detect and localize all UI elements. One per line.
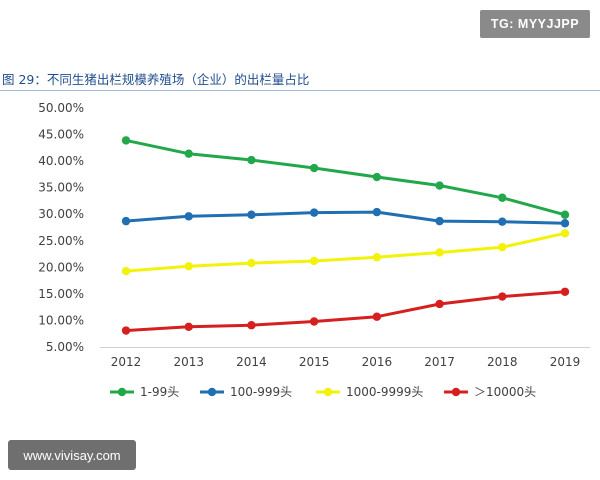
- y-tick-label: 35.00%: [38, 181, 84, 195]
- watermark-tg-badge: TG: MYYJJPP: [480, 10, 590, 38]
- x-tick-label: 2019: [550, 355, 581, 369]
- data-point: [435, 216, 444, 226]
- x-tick-label: 2013: [173, 355, 204, 369]
- y-tick-label: 30.00%: [38, 207, 84, 221]
- series-lines: [124, 138, 567, 332]
- data-point: [372, 207, 382, 217]
- data-point: [309, 208, 319, 217]
- legend-marker: [117, 387, 127, 397]
- series-points: [121, 136, 570, 335]
- data-point: [121, 136, 131, 145]
- data-point: [309, 317, 319, 326]
- y-tick-label: 10.00%: [38, 313, 84, 327]
- legend-label: ＞10000头: [474, 385, 536, 399]
- x-tick-label: 2017: [424, 355, 455, 369]
- data-point: [309, 256, 319, 266]
- data-point: [498, 217, 507, 226]
- data-point: [560, 210, 570, 219]
- data-point: [184, 149, 193, 158]
- legend-label: 100-999头: [230, 385, 292, 399]
- x-tick-label: 2018: [487, 355, 518, 369]
- chart-title: 图 29：不同生猪出栏规模养殖场（企业）的出栏量占比: [2, 72, 310, 87]
- legend-label: 1-99头: [140, 385, 179, 399]
- x-axis: 2012 2013 2014 2015 2016 2017 2018 2019: [111, 355, 581, 369]
- y-tick-label: 15.00%: [38, 287, 84, 301]
- y-tick-label: 45.00%: [38, 128, 84, 142]
- data-point: [560, 287, 570, 296]
- legend-marker: [323, 387, 333, 397]
- data-point: [498, 292, 507, 301]
- series-line-1: [124, 210, 567, 225]
- y-tick-label: 50.00%: [38, 101, 84, 115]
- x-tick-label: 2012: [111, 355, 142, 369]
- x-tick-label: 2014: [236, 355, 267, 369]
- series-line-3: [124, 290, 567, 332]
- data-point: [372, 172, 382, 182]
- y-tick-label: 5.00%: [46, 340, 84, 354]
- legend-marker: [207, 387, 217, 397]
- data-point: [372, 312, 382, 321]
- data-point: [560, 219, 570, 228]
- y-axis: 5.00% 10.00% 15.00% 20.00% 25.00% 30.00% 35.00…: [38, 101, 84, 354]
- data-point: [247, 258, 256, 268]
- data-point: [309, 163, 319, 173]
- legend-marker: [451, 387, 461, 397]
- series-line-2: [124, 231, 567, 273]
- data-point: [372, 253, 382, 262]
- y-tick-label: 20.00%: [38, 260, 84, 274]
- data-point: [121, 266, 131, 276]
- data-point: [247, 210, 256, 219]
- data-point: [247, 155, 256, 165]
- legend: 1-99头 100-999头 1000-9999头 ＞10000头: [110, 385, 536, 399]
- data-point: [121, 326, 131, 335]
- legend-label: 1000-9999头: [346, 385, 423, 399]
- title-divider: [0, 90, 600, 91]
- data-point: [498, 193, 507, 202]
- x-tick-label: 2016: [362, 355, 393, 369]
- data-point: [560, 229, 570, 238]
- y-tick-label: 40.00%: [38, 154, 84, 168]
- data-point: [498, 242, 507, 252]
- series-line-0: [124, 138, 567, 217]
- data-point: [184, 322, 193, 332]
- data-point: [184, 212, 193, 221]
- data-point: [121, 216, 131, 226]
- data-point: [184, 262, 193, 271]
- data-point: [435, 299, 444, 309]
- watermark-site-badge: www.vivisay.com: [8, 440, 136, 470]
- y-tick-label: 25.00%: [38, 234, 84, 248]
- data-point: [247, 321, 256, 330]
- x-tick-label: 2015: [299, 355, 330, 369]
- data-point: [435, 248, 444, 257]
- data-point: [435, 181, 444, 190]
